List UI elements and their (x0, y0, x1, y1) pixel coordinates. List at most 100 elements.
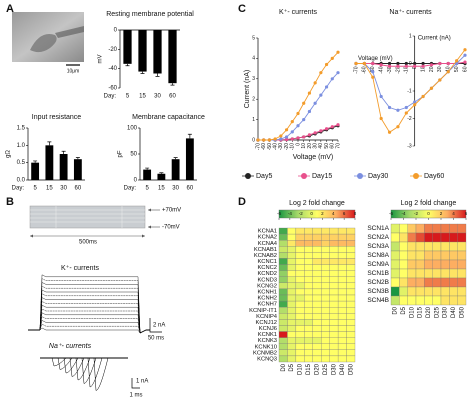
legend-label: Day30 (368, 173, 388, 180)
row-label: KCNQ3 (257, 356, 277, 362)
heatmap-cell (399, 295, 408, 306)
trace (28, 327, 150, 334)
heatmap-cell (304, 240, 313, 247)
data-point (267, 138, 272, 142)
y-tick-label: -60 (108, 86, 117, 92)
heatmap-cell (321, 300, 330, 308)
x-tick-label: -40 (272, 143, 278, 150)
colorbar-tick-label: 2 (321, 211, 324, 216)
heatmap-cell (399, 277, 408, 288)
heatmap-cell (278, 276, 288, 283)
data-point (279, 134, 283, 138)
heatmap-cell (424, 223, 433, 234)
heatmap-cell (312, 319, 322, 326)
y-axis-label: gΩ (6, 150, 12, 158)
heatmap-cell (312, 246, 322, 253)
heatmap-cell (329, 246, 339, 253)
heatmap-cell (329, 343, 339, 350)
data-point (438, 78, 442, 82)
data-point (279, 137, 283, 141)
column-label: D40 (340, 363, 346, 375)
heatmap-cell (295, 258, 305, 265)
heatmap-cell (432, 223, 442, 234)
error-bar (75, 157, 80, 160)
trace (40, 357, 128, 367)
heatmap-cell (329, 252, 339, 259)
heatmap-cell (287, 276, 297, 283)
heatmap-cell (346, 313, 356, 320)
y-tick-label: 100 (127, 126, 138, 132)
heatmap-cell (312, 331, 322, 338)
heatmap-cell (287, 288, 297, 296)
heatmap-cell (329, 300, 339, 308)
data-point (284, 137, 289, 142)
data-point (371, 70, 375, 74)
chart-title: Input resistance (32, 114, 82, 121)
data-point (379, 116, 383, 121)
na-current-traces (40, 357, 128, 391)
data-point (387, 61, 392, 66)
heatmap-cell (424, 277, 433, 288)
y-axis-label: mV (98, 55, 104, 64)
y-tick-label: -3 (407, 143, 412, 149)
heatmap-cell (390, 286, 400, 297)
data-point (438, 61, 442, 66)
heatmap-cell (295, 252, 305, 259)
colorbar-tick-label: -2 (414, 211, 418, 216)
column-label: D50 (348, 363, 354, 375)
heatmap-cell (415, 223, 425, 234)
error-bar (159, 172, 164, 174)
data-point (313, 101, 317, 105)
legend-label: Day60 (424, 173, 444, 180)
data-point (396, 64, 400, 68)
data-point (379, 94, 383, 99)
data-point (290, 120, 294, 124)
heatmap-cell (278, 349, 288, 357)
heatmap-cell (287, 258, 297, 265)
heatmap-cell (346, 337, 356, 344)
data-point (307, 109, 312, 114)
chart-title: Log 2 fold change (289, 200, 345, 207)
error-bar (47, 141, 52, 146)
row-label: SCN2B (367, 279, 389, 286)
column-label: D5 (401, 306, 407, 314)
data-point (290, 137, 294, 141)
data-point (429, 86, 434, 90)
heatmap-cell (346, 270, 356, 277)
heatmap-cell (295, 325, 305, 332)
chart-title: Membrane capacitance (132, 114, 205, 121)
trace (28, 282, 150, 334)
heatmap-cell (329, 307, 339, 314)
heatmap-cell (407, 241, 417, 252)
data-point (336, 50, 340, 54)
x-tick-label: 40 (446, 66, 452, 72)
y-tick-label: 5 (252, 35, 255, 41)
heatmap-cell (295, 294, 305, 302)
heatmap-cell (329, 240, 339, 247)
data-point (404, 111, 408, 115)
heatmap-cell (321, 355, 330, 363)
row-label: SCN9A (367, 261, 389, 268)
scale-bar-label: 1 nA (136, 379, 148, 385)
x-axis-label: Day: (124, 186, 137, 192)
error-bar (61, 150, 66, 154)
x-tick-label: -20 (284, 143, 290, 150)
heatmap-cell (295, 264, 305, 271)
heatmap-cell (321, 337, 330, 344)
x-tick-label: 70 (335, 143, 341, 149)
y-tick-label: -2 (407, 116, 412, 122)
heatmap-cell (399, 268, 408, 279)
heatmap-cell (432, 277, 442, 288)
heatmap-cell (287, 337, 297, 344)
heatmap-cell (329, 270, 339, 277)
heatmap-cell (312, 233, 322, 241)
heatmap-cell (278, 282, 288, 290)
heatmap-cell (287, 264, 297, 271)
trace (40, 357, 128, 381)
heatmap-cell (337, 252, 347, 259)
heatmap-cell (278, 300, 288, 308)
data-point (421, 94, 425, 99)
heatmap-cell (304, 276, 313, 283)
trace-label: K⁺- currents (61, 265, 99, 272)
heatmap-cell (321, 258, 330, 265)
